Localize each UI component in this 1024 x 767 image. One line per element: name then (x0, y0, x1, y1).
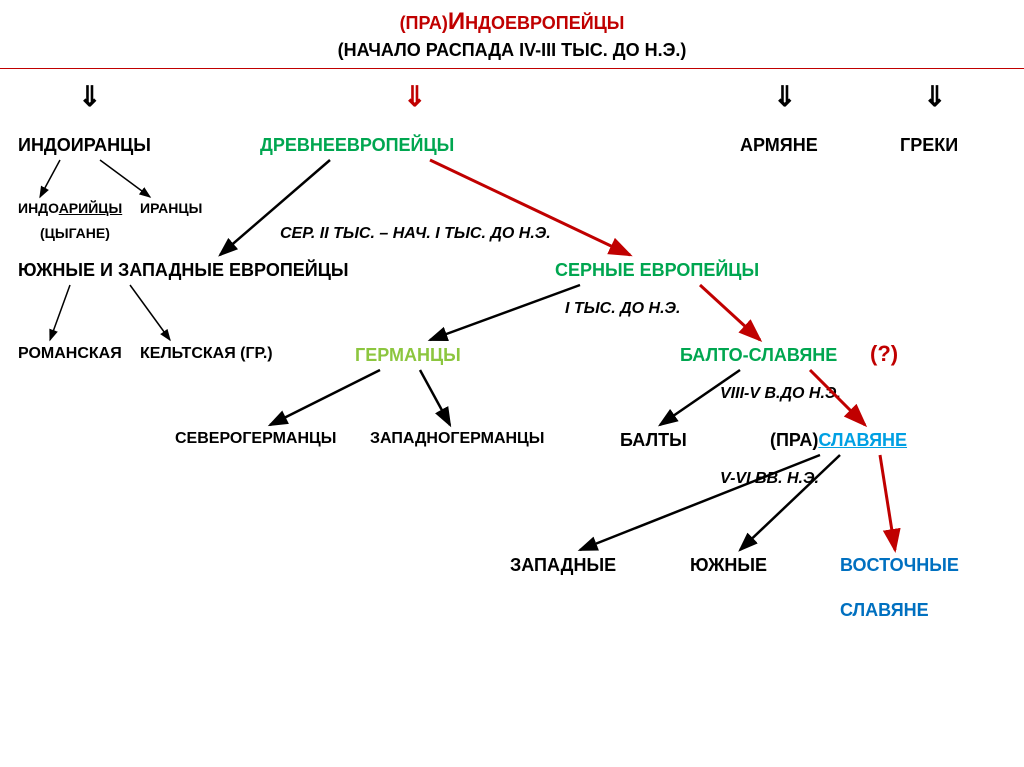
down-arrow-1: ⇓ (78, 80, 101, 113)
node-yuzhnye: ЮЖНЫЕ (690, 555, 767, 576)
node-germancy: ГЕРМАНЦЫ (355, 345, 461, 366)
divider (0, 68, 1024, 69)
node-balty: БАЛТЫ (620, 430, 687, 451)
node-cygane: (ЦЫГАНЕ) (40, 225, 110, 241)
node-drevneevro: ДРЕВНЕЕВРОПЕЙЦЫ (260, 135, 454, 156)
node-indoirancy: ИНДОИРАНЦЫ (18, 135, 151, 156)
node-keltskaya: КЕЛЬТСКАЯ (ГР.) (140, 345, 273, 363)
node-romanskaya: РОМАНСКАЯ (18, 345, 122, 363)
node-balto-slav: БАЛТО-СЛАВЯНЕ (680, 345, 837, 366)
node-yuzh-zap-evro: ЮЖНЫЕ И ЗАПАДНЫЕ ЕВРОПЕЙЦЫ (18, 260, 348, 281)
down-arrow-2: ⇓ (403, 80, 426, 113)
node-sern-evro: СЕРНЫЕ ЕВРОПЕЙЦЫ (555, 260, 759, 281)
arrow-layer (0, 0, 1024, 767)
node-irancy: ИРАНЦЫ (140, 200, 202, 216)
node-indoariycy: ИНДОАРИЙЦЫ (18, 200, 122, 216)
node-armyane: АРМЯНЕ (740, 135, 818, 156)
down-arrow-3: ⇓ (773, 80, 796, 113)
node-severoger: СЕВЕРОГЕРМАНЦЫ (175, 430, 336, 448)
date-v-vi: V-VI ВВ. Н.Э. (720, 470, 819, 488)
node-question: (?) (870, 341, 898, 367)
node-slavyane2: СЛАВЯНЕ (840, 600, 929, 621)
node-greki: ГРЕКИ (900, 135, 958, 156)
node-pra-slavyane: (ПРА)СЛАВЯНЕ (770, 430, 907, 451)
node-zapadnye: ЗАПАДНЫЕ (510, 555, 616, 576)
node-vostochnye: ВОСТОЧНЫЕ (840, 555, 959, 576)
title-line2: (НАЧАЛО РАСПАДА IV-III ТЫС. ДО Н.Э.) (0, 40, 1024, 61)
date-mid2: СЕР. II ТЫС. – НАЧ. I ТЫС. ДО Н.Э. (280, 225, 551, 243)
down-arrow-4: ⇓ (923, 80, 946, 113)
node-zapadnoger: ЗАПАДНОГЕРМАНЦЫ (370, 430, 544, 448)
date-1tys: I ТЫС. ДО Н.Э. (565, 300, 681, 318)
date-viii-v: VIII-V В.ДО Н.Э. (720, 385, 841, 403)
title-line1: (ПРА)ИНДОЕВРОПЕЙЦЫ (0, 8, 1024, 36)
